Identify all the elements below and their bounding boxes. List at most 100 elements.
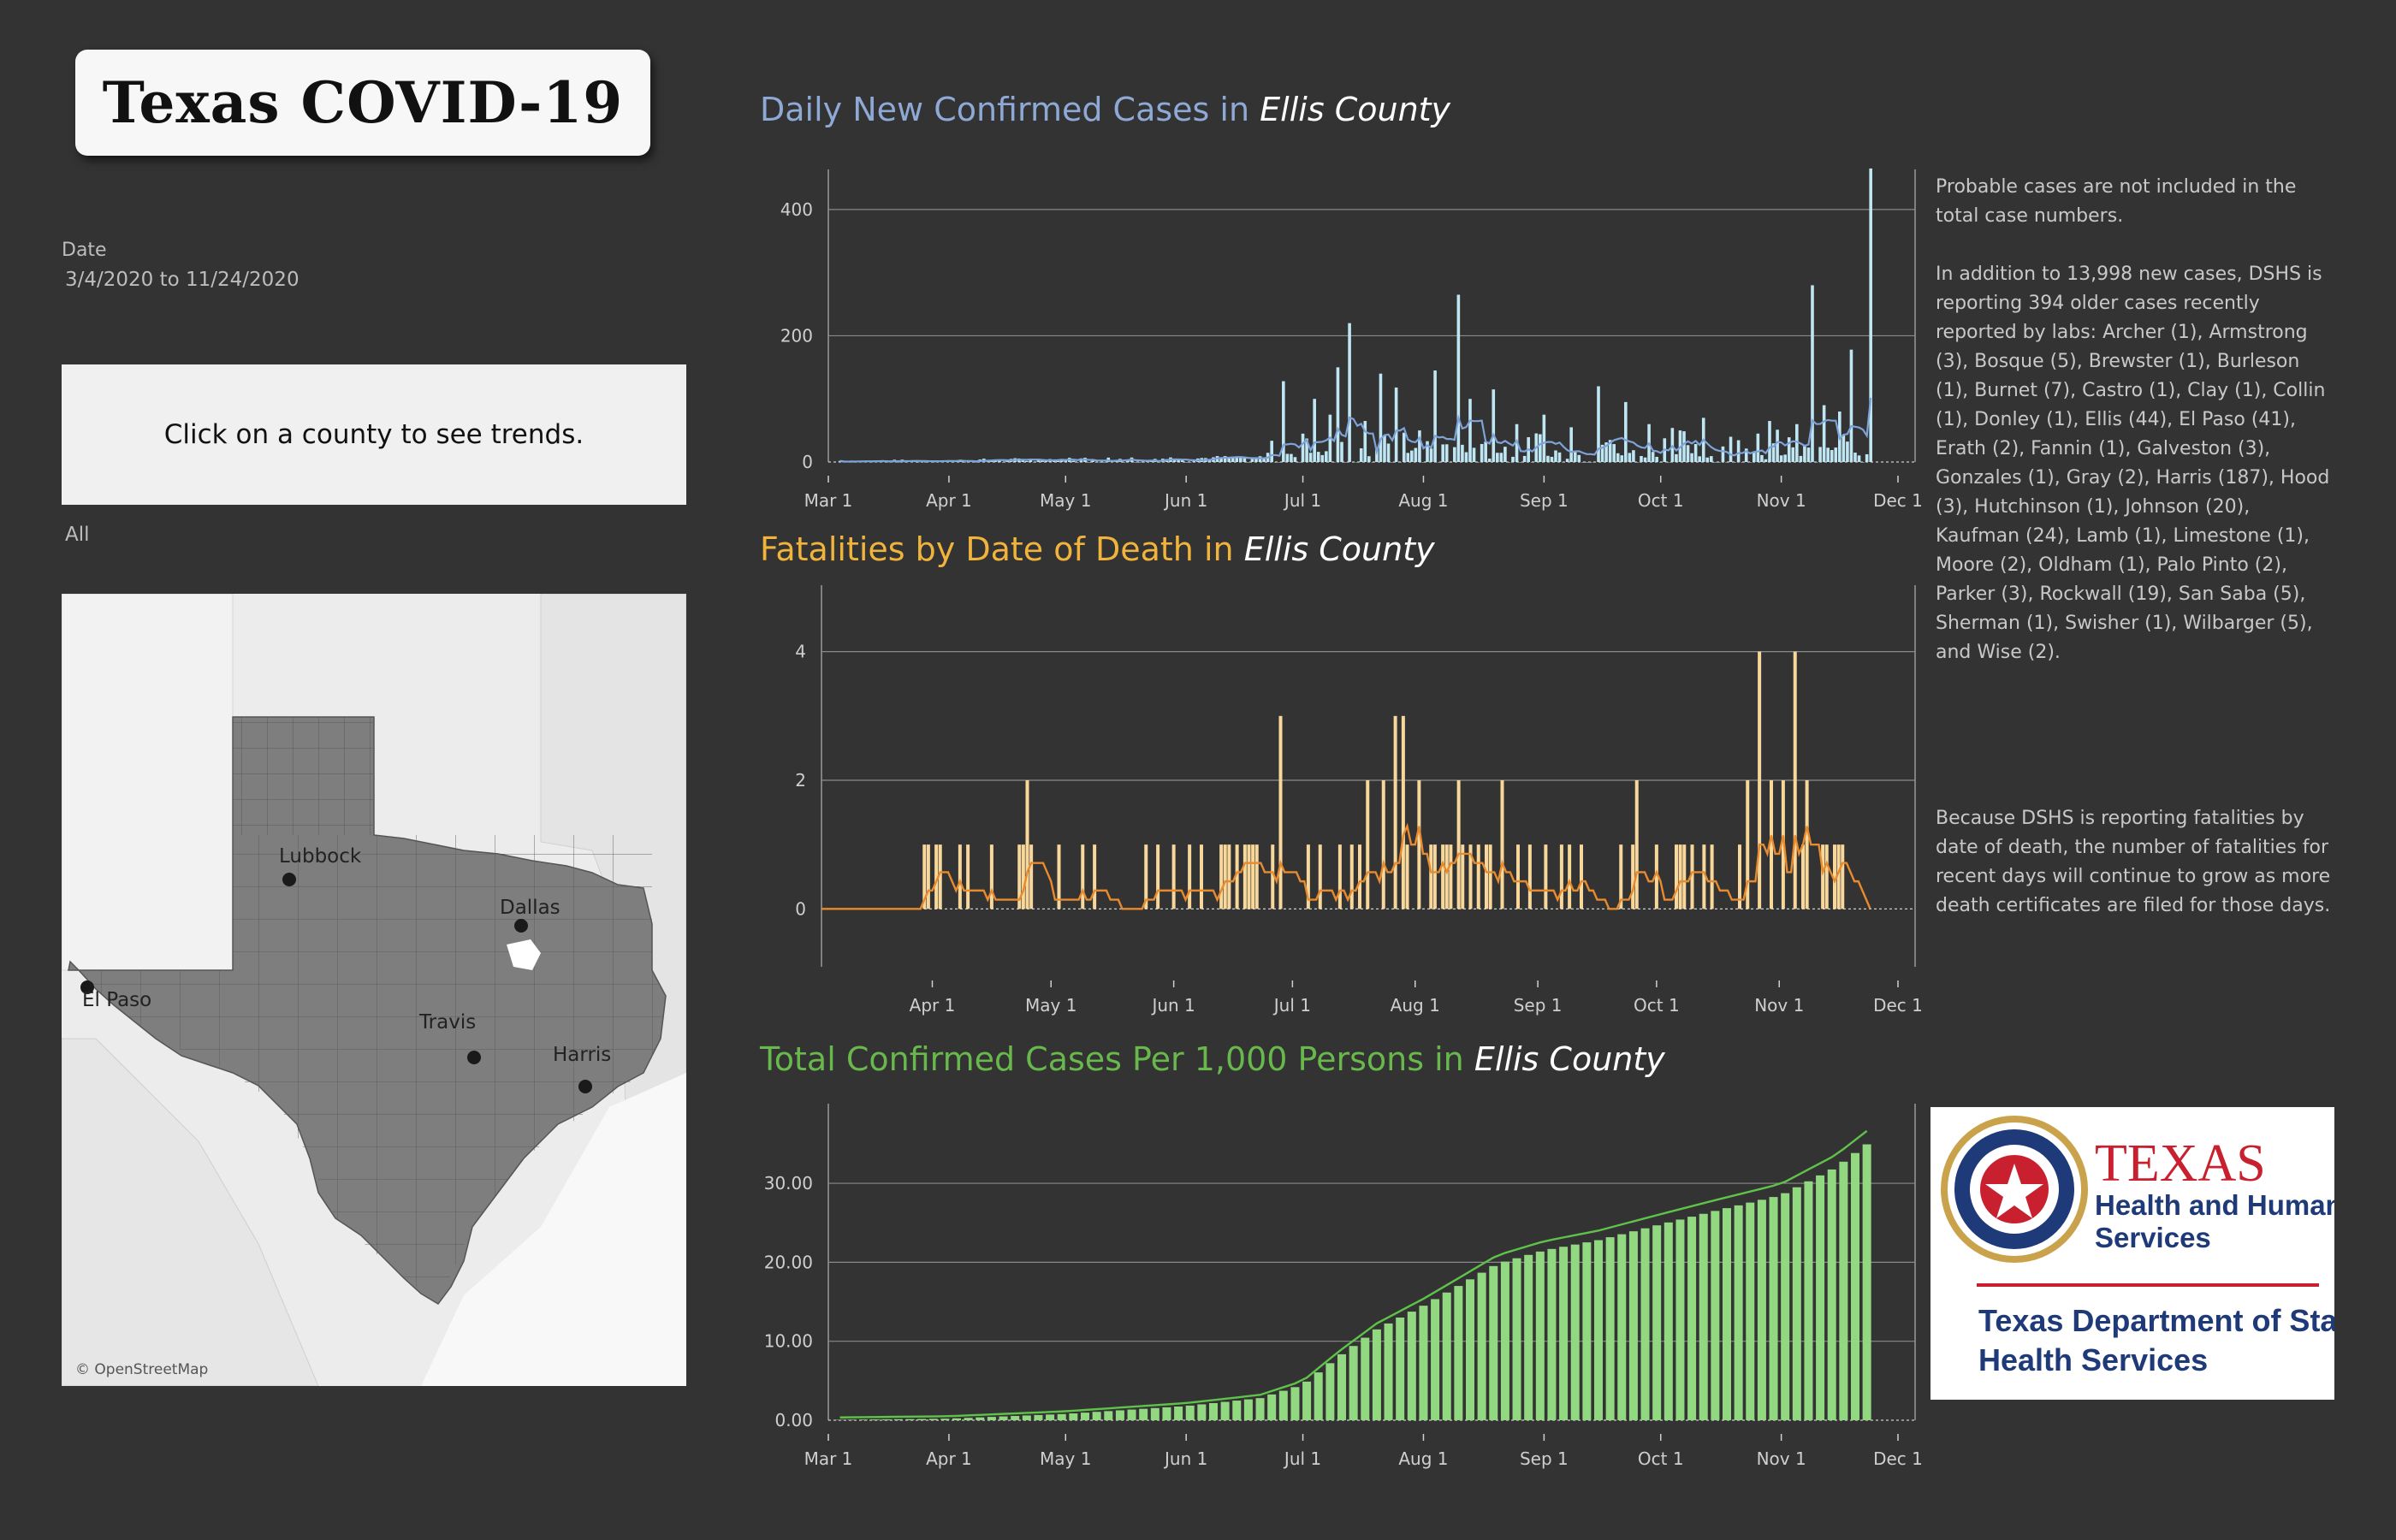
total-cases-bar[interactable] [1489, 1265, 1498, 1420]
total-cases-bar[interactable] [1816, 1175, 1825, 1420]
total-cases-bar[interactable] [1535, 1251, 1545, 1420]
fatality-bar[interactable] [1841, 844, 1845, 909]
cases-bar[interactable] [1290, 453, 1293, 462]
cases-bar[interactable] [897, 462, 900, 463]
fatality-bar[interactable] [1833, 844, 1836, 909]
fatality-bar[interactable] [1527, 844, 1532, 909]
fatality-bar[interactable] [1485, 844, 1488, 909]
fatality-bar[interactable] [1801, 844, 1805, 909]
cases-bar[interactable] [1795, 424, 1799, 462]
cases-bar[interactable] [1651, 452, 1655, 462]
date-filter-range[interactable]: 3/4/2020 to 11/24/2020 [65, 269, 300, 291]
cases-bar[interactable] [951, 462, 955, 463]
cases-bar[interactable] [1830, 450, 1834, 462]
fatality-bar[interactable] [1634, 780, 1639, 909]
cases-bar[interactable] [1753, 451, 1756, 462]
cases-bar[interactable] [1219, 458, 1223, 462]
cases-bar[interactable] [1744, 448, 1748, 462]
total-cases-bar[interactable] [905, 1419, 915, 1420]
cases-bar[interactable] [1134, 462, 1137, 463]
fatality-bar[interactable] [1690, 844, 1694, 909]
fatality-bar[interactable] [1417, 780, 1421, 909]
fatality-bar[interactable] [1432, 844, 1437, 909]
fatality-bar[interactable] [1381, 780, 1385, 909]
cases-bar[interactable] [1756, 433, 1760, 462]
cases-bar[interactable] [1359, 448, 1363, 462]
fatality-bar[interactable] [1468, 844, 1473, 909]
cases-bar[interactable] [1320, 454, 1325, 462]
total-cases-bar[interactable] [1711, 1211, 1720, 1420]
fatality-bar[interactable] [989, 844, 993, 909]
cases-bar[interactable] [1410, 450, 1414, 462]
cases-bar[interactable] [1589, 462, 1592, 463]
total-cases-bar[interactable] [1687, 1217, 1697, 1420]
fatality-bar[interactable] [1456, 780, 1461, 909]
cases-bar[interactable] [966, 462, 970, 463]
cases-bar[interactable] [1612, 444, 1616, 462]
fatality-bar[interactable] [1188, 844, 1192, 909]
cases-bar[interactable] [1270, 441, 1273, 462]
cases-bar[interactable] [1297, 462, 1301, 463]
total-cases-bar[interactable] [1209, 1402, 1218, 1420]
cases-bar[interactable] [1441, 444, 1444, 462]
cases-bar[interactable] [1172, 459, 1177, 462]
total-cases-bar[interactable] [987, 1417, 996, 1420]
total-cases-bar[interactable] [1232, 1401, 1242, 1420]
fatality-bar[interactable] [1235, 844, 1239, 909]
cases-bar[interactable] [1522, 455, 1527, 462]
fatality-bar[interactable] [1461, 844, 1465, 909]
cases-bar[interactable] [1577, 454, 1581, 462]
total-cases-bar[interactable] [1769, 1197, 1778, 1420]
total-cases-bar[interactable] [1781, 1193, 1790, 1420]
cases-bar[interactable] [1433, 370, 1437, 462]
cases-bar[interactable] [1406, 453, 1410, 462]
cases-bar[interactable] [1776, 429, 1779, 462]
cases-bar[interactable] [1542, 414, 1546, 462]
total-cases-bar[interactable] [1675, 1219, 1685, 1420]
total-cases-bar[interactable] [1431, 1299, 1440, 1420]
total-cases-bar[interactable] [1011, 1416, 1020, 1420]
total-cases-bar[interactable] [1570, 1244, 1580, 1420]
cases-bar[interactable] [1254, 458, 1258, 462]
cases-bar[interactable] [1492, 389, 1496, 462]
fatality-bar[interactable] [934, 844, 939, 909]
cases-bar[interactable] [1496, 453, 1499, 462]
cases-bar[interactable] [1437, 462, 1441, 463]
cases-bar[interactable] [1332, 462, 1336, 463]
cases-bar[interactable] [1402, 432, 1406, 462]
cases-bar[interactable] [1468, 399, 1472, 462]
cases-bar[interactable] [1569, 427, 1573, 462]
total-cases-bar[interactable] [1057, 1413, 1066, 1420]
cases-bar[interactable] [1142, 462, 1145, 463]
cases-bar[interactable] [1041, 459, 1044, 462]
cases-bar[interactable] [1122, 462, 1126, 463]
daily-cases-chart[interactable]: 0 200 400 Mar 1 Apr 1 May 1 Jun 1 Jul 1 Aug 1 Sep… [760, 145, 1924, 513]
cases-bar[interactable] [1247, 462, 1250, 463]
cases-bar[interactable] [1386, 443, 1391, 462]
fatality-bar[interactable] [1476, 844, 1480, 909]
fatality-bar[interactable] [1219, 844, 1224, 909]
total-cases-bar[interactable] [1617, 1234, 1627, 1420]
total-cases-bar[interactable] [1022, 1415, 1031, 1420]
cases-bar[interactable] [1717, 462, 1721, 463]
cases-bar[interactable] [1760, 454, 1764, 462]
fatality-bar[interactable] [1171, 844, 1176, 909]
cases-bar[interactable] [1044, 460, 1048, 462]
cases-bar[interactable] [1861, 462, 1865, 463]
cases-bar[interactable] [1620, 455, 1624, 462]
cases-bar[interactable] [1087, 462, 1091, 463]
fatality-bar[interactable] [1278, 715, 1283, 909]
cases-bar[interactable] [1343, 462, 1348, 463]
total-cases-bar[interactable] [1734, 1205, 1743, 1420]
fatality-bar[interactable] [1821, 844, 1825, 909]
cases-bar[interactable] [1398, 462, 1402, 463]
cases-bar[interactable] [1033, 462, 1036, 463]
cases-bar[interactable] [1487, 459, 1492, 462]
cases-bar[interactable] [1316, 452, 1320, 462]
total-cases-bar[interactable] [1243, 1399, 1253, 1420]
county-prompt-box[interactable]: Click on a county to see trends. [62, 364, 686, 505]
fatality-bar[interactable] [926, 844, 930, 909]
total-cases-bar[interactable] [1466, 1279, 1474, 1420]
cases-bar[interactable] [998, 460, 1001, 462]
cases-bar[interactable] [1005, 460, 1009, 462]
